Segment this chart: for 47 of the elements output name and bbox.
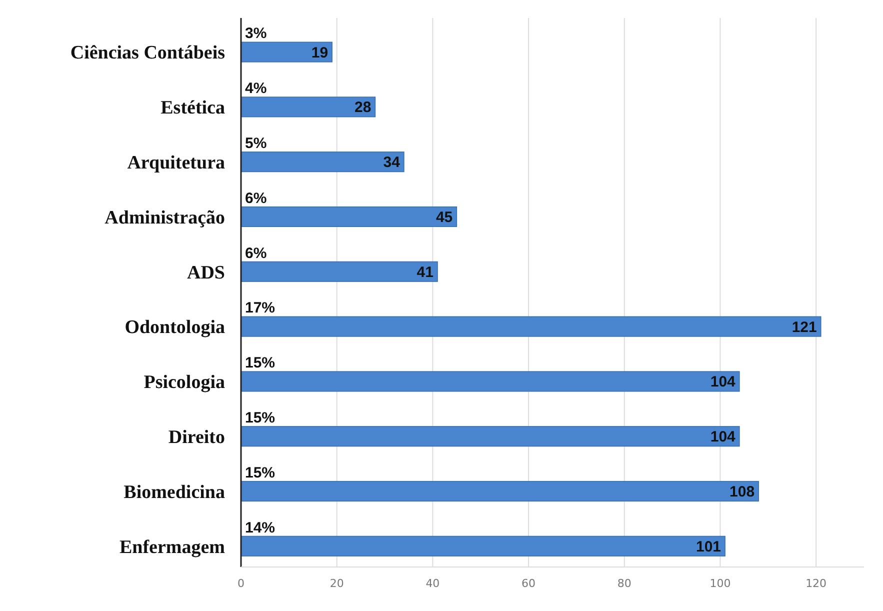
data-label: 28: [354, 99, 372, 116]
bar: [240, 206, 458, 228]
x-tick-label: 120: [806, 577, 827, 590]
bar: [240, 480, 759, 502]
annotation: 15%: [245, 464, 276, 482]
data-label: 101: [696, 538, 722, 556]
data-label: 45: [436, 208, 453, 226]
y-tick-label: Estética: [160, 98, 226, 119]
y-tick-label: Enfermagem: [119, 536, 226, 558]
y-tick-label: Odontologia: [124, 317, 226, 338]
x-tick-label: 20: [330, 577, 344, 590]
bar: [240, 316, 822, 337]
y-tick-label: Ciências Contábeis: [70, 42, 225, 64]
annotation: 5%: [245, 134, 267, 152]
annotation: 15%: [245, 409, 276, 426]
y-tick-label: Psicologia: [144, 372, 226, 394]
x-tick-label: 0: [238, 577, 244, 590]
y-tick-label: Administração: [104, 207, 225, 228]
annotation: 6%: [245, 244, 267, 262]
data-label: 104: [710, 428, 736, 446]
annotation: 14%: [245, 519, 276, 536]
annotation: 4%: [245, 80, 267, 98]
annotation: 17%: [245, 300, 276, 317]
bar: [240, 261, 438, 282]
x-tick-label: 100: [710, 577, 731, 590]
y-tick-label: Direito: [168, 426, 225, 448]
y-tick-label: Biomedicina: [124, 482, 226, 503]
y-tick-label: ADS: [186, 262, 225, 284]
data-label: 41: [416, 264, 434, 281]
bar: [240, 152, 404, 172]
data-label: 121: [792, 318, 817, 336]
data-label: 104: [710, 374, 736, 391]
annotation: 6%: [245, 190, 267, 207]
x-tick-label: 40: [426, 577, 440, 590]
data-label: 108: [730, 483, 755, 500]
bar: [240, 371, 740, 392]
bar: [240, 96, 376, 118]
data-label: 19: [311, 44, 328, 62]
bar: [240, 426, 740, 447]
data-label: 34: [383, 154, 401, 172]
annotation: 3%: [245, 25, 267, 42]
bar: [240, 42, 332, 62]
x-tick-label: 80: [617, 577, 632, 590]
annotation: 15%: [245, 354, 276, 372]
y-tick-label: Arquitetura: [127, 152, 226, 174]
x-tick-label: 60: [522, 577, 536, 590]
bar: [240, 536, 726, 556]
